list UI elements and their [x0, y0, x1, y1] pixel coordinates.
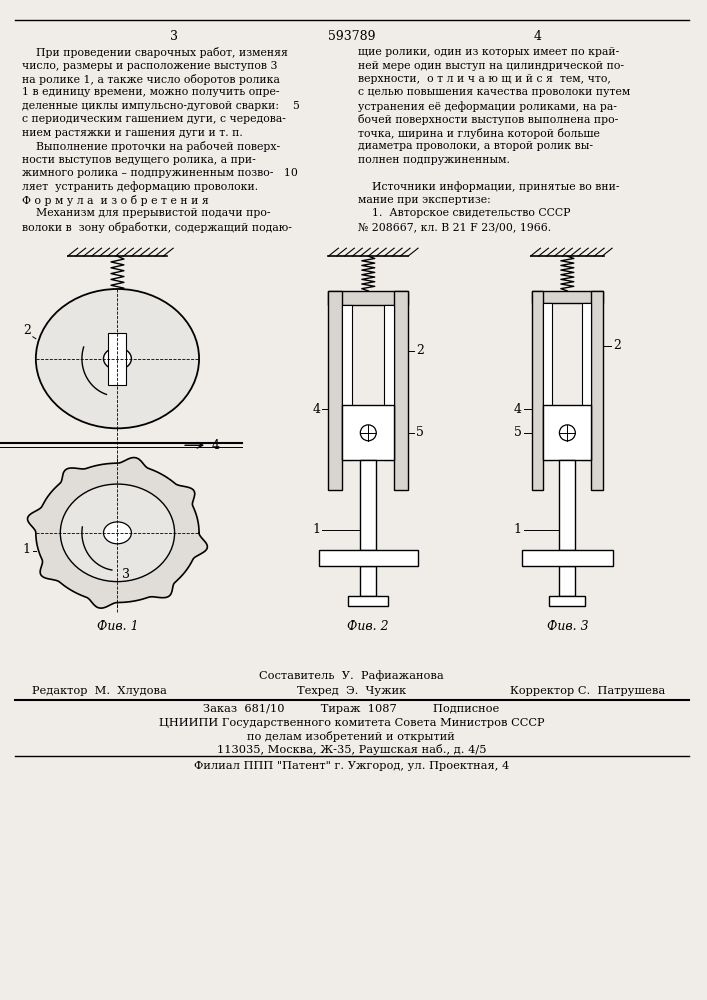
Text: 2: 2 [613, 339, 621, 352]
Bar [395, 291, 408, 490]
Text: 1: 1 [513, 523, 522, 536]
Text: 1: 1 [23, 543, 31, 556]
Bar [544, 303, 552, 460]
Bar [559, 566, 575, 596]
Ellipse shape [60, 484, 175, 582]
Text: Ф о р м у л а  и з о б р е т е н и я: Ф о р м у л а и з о б р е т е н и я [22, 195, 209, 206]
Polygon shape [28, 458, 207, 608]
Text: 1.  Авторское свидетельство СССР: 1. Авторское свидетельство СССР [358, 208, 571, 218]
Text: с периодическим гашением дуги, с чередова-: с периодическим гашением дуги, с чередов… [22, 114, 286, 124]
Text: 1 в единицу времени, можно получить опре-: 1 в единицу времени, можно получить опре… [22, 87, 279, 97]
Text: 1: 1 [312, 523, 320, 536]
Text: Выполнение проточки на рабочей поверх-: Выполнение проточки на рабочей поверх- [22, 141, 280, 152]
Ellipse shape [36, 289, 199, 428]
Bar [361, 566, 376, 596]
Text: бочей поверхности выступов выполнена про-: бочей поверхности выступов выполнена про… [358, 114, 619, 125]
Text: Фив. 3: Фив. 3 [547, 620, 588, 633]
Text: деленные циклы импульсно-дуговой сварки:    5: деленные циклы импульсно-дуговой сварки:… [22, 101, 300, 111]
Text: 4: 4 [534, 30, 542, 43]
Circle shape [559, 425, 575, 441]
Bar [342, 405, 395, 460]
Text: мание при экспертизе:: мание при экспертизе: [358, 195, 491, 205]
Text: 593789: 593789 [327, 30, 375, 43]
Text: с целью повышения качества проволоки путем: с целью повышения качества проволоки пут… [358, 87, 631, 97]
Text: точка, ширина и глубина которой больше: точка, ширина и глубина которой больше [358, 128, 600, 139]
Text: верхности,  о т л и ч а ю щ и й с я  тем, что,: верхности, о т л и ч а ю щ и й с я тем, … [358, 74, 611, 84]
Text: Составитель  У.  Рафиажанова: Составитель У. Рафиажанова [259, 670, 444, 681]
Bar [532, 291, 544, 490]
Text: Фив. 2: Фив. 2 [347, 620, 389, 633]
Text: 4: 4 [513, 403, 522, 416]
Text: 3: 3 [170, 30, 178, 43]
Text: волоки в  зону обработки, содержащий подаю-: волоки в зону обработки, содержащий пода… [22, 222, 292, 233]
Text: 5: 5 [416, 426, 424, 439]
Bar [559, 460, 575, 550]
Bar [319, 550, 418, 566]
Bar [342, 305, 352, 460]
Text: число, размеры и расположение выступов 3: число, размеры и расположение выступов 3 [22, 61, 277, 71]
Text: по делам изобретений и открытий: по делам изобретений и открытий [247, 731, 455, 742]
Text: диаметра проволоки, а второй ролик вы-: диаметра проволоки, а второй ролик вы- [358, 141, 593, 151]
Bar [349, 596, 388, 606]
Bar [329, 291, 342, 490]
Bar [544, 405, 591, 460]
Text: ляет  устранить деформацию проволоки.: ляет устранить деформацию проволоки. [22, 181, 258, 192]
Circle shape [361, 425, 376, 441]
Text: устранения её деформации роликами, на ра-: устранения её деформации роликами, на ра… [358, 101, 617, 112]
Text: нием растяжки и гашения дуги и т. п.: нием растяжки и гашения дуги и т. п. [22, 128, 243, 138]
Text: 113035, Москва, Ж-35, Раушская наб., д. 4/5: 113035, Москва, Ж-35, Раушская наб., д. … [216, 744, 486, 755]
Bar [329, 291, 408, 305]
Text: Механизм для прерывистой подачи про-: Механизм для прерывистой подачи про- [22, 208, 270, 218]
Ellipse shape [103, 522, 132, 544]
Text: на ролике 1, а также число оборотов ролика: на ролике 1, а также число оборотов роли… [22, 74, 280, 85]
Bar [361, 460, 376, 550]
Text: 2: 2 [23, 324, 31, 337]
Text: ности выступов ведущего ролика, а при-: ности выступов ведущего ролика, а при- [22, 155, 256, 165]
Bar [522, 550, 613, 566]
Ellipse shape [103, 348, 132, 370]
Text: 2: 2 [416, 344, 424, 357]
Text: ней мере один выступ на цилиндрической по-: ней мере один выступ на цилиндрической п… [358, 61, 624, 71]
Text: ЦНИИПИ Государственного комитета Совета Министров СССР: ЦНИИПИ Государственного комитета Совета … [158, 718, 544, 728]
Text: Корректор С.  Патрушева: Корректор С. Патрушева [510, 686, 665, 696]
Text: Техред  Э.  Чужик: Техред Э. Чужик [297, 686, 406, 696]
Text: полнен подпружиненным.: полнен подпружиненным. [358, 155, 510, 165]
Text: При проведении сварочных работ, изменяя: При проведении сварочных работ, изменяя [22, 47, 288, 58]
Bar [532, 291, 603, 303]
Bar [108, 333, 127, 385]
Bar [384, 305, 395, 460]
Text: 5: 5 [514, 426, 522, 439]
Text: Источники информации, принятые во вни-: Источники информации, принятые во вни- [358, 181, 620, 192]
Text: Филиал ППП "Патент" г. Ужгород, ул. Проектная, 4: Филиал ППП "Патент" г. Ужгород, ул. Прое… [194, 761, 509, 771]
Text: Редактор  М.  Хлудова: Редактор М. Хлудова [32, 686, 167, 696]
Text: щие ролики, один из которых имеет по край-: щие ролики, один из которых имеет по кра… [358, 47, 619, 57]
Text: жимного ролика – подпружиненным позво-   10: жимного ролика – подпружиненным позво- 1… [22, 168, 298, 178]
Bar [549, 596, 585, 606]
Text: 4: 4 [312, 403, 320, 416]
Text: Заказ  681/10          Тираж  1087          Подписное: Заказ 681/10 Тираж 1087 Подписное [203, 704, 499, 714]
Text: 4: 4 [212, 439, 220, 452]
Text: 3: 3 [122, 568, 130, 581]
Text: № 208667, кл. В 21 F 23/00, 1966.: № 208667, кл. В 21 F 23/00, 1966. [358, 222, 551, 232]
Bar [583, 303, 591, 460]
Text: Фив. 1: Фив. 1 [97, 620, 139, 633]
Bar [591, 291, 603, 490]
